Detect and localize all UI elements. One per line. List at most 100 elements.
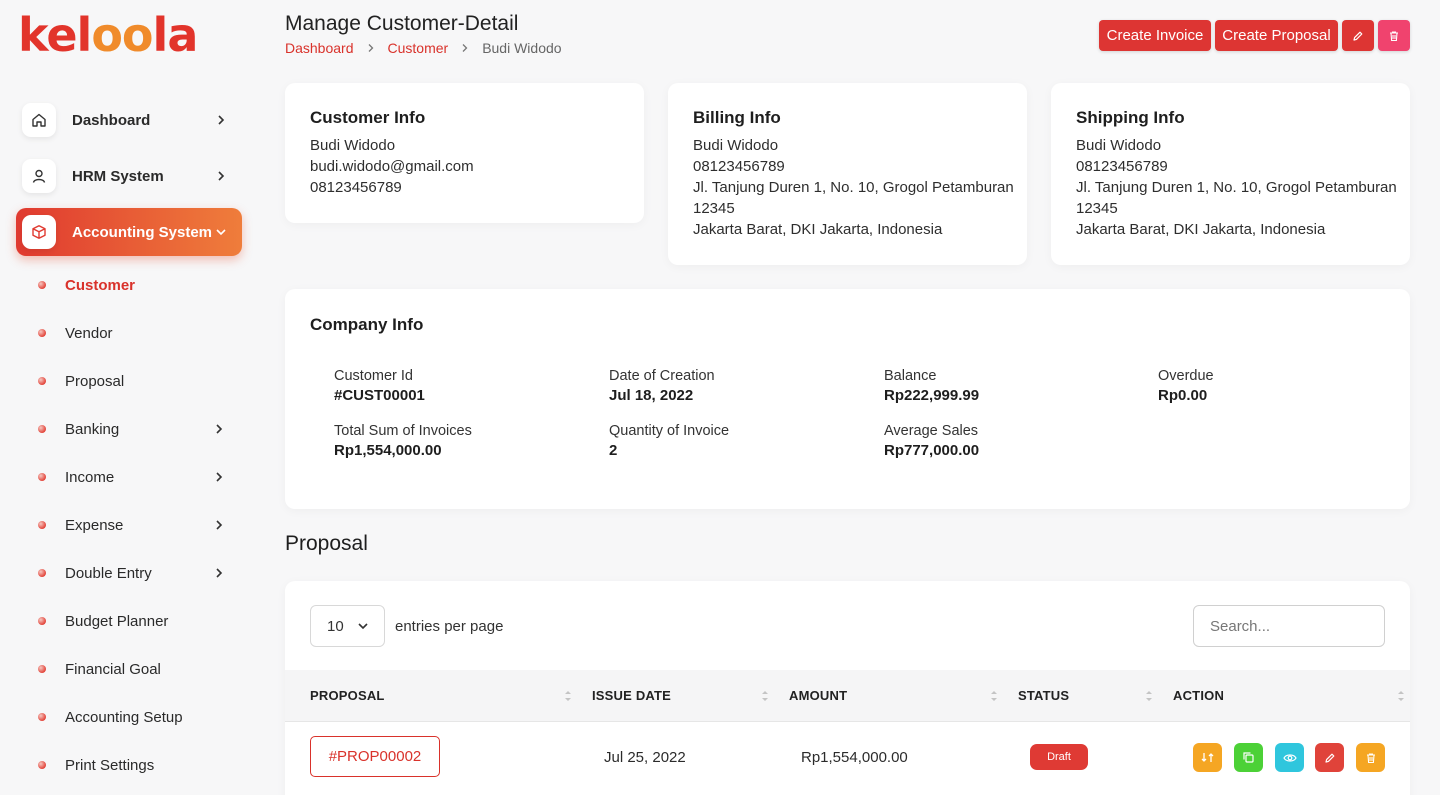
bullet-icon [38, 713, 46, 721]
logo-text-part-1: kel [18, 8, 92, 62]
shipping-phone: 08123456789 [1076, 158, 1168, 175]
sort-icon[interactable] [564, 689, 572, 703]
column-header-amount[interactable]: AMOUNT [789, 688, 848, 703]
swap-icon [1201, 753, 1214, 762]
sidebar-subitem-label: Banking [65, 420, 120, 438]
sidebar-subitem-budget-planner[interactable]: Budget Planner [38, 609, 238, 633]
kelola-logo[interactable]: keloola [18, 8, 198, 62]
column-header-proposal[interactable]: PROPOSAL [310, 688, 385, 703]
sidebar-subitem-expense[interactable]: Expense [38, 513, 238, 537]
sort-icon[interactable] [761, 689, 769, 703]
sidebar-subitem-financial-goal[interactable]: Financial Goal [38, 657, 238, 681]
table-header [285, 670, 1410, 722]
sidebar-subitem-customer[interactable]: Customer [38, 273, 238, 297]
view-proposal-button[interactable] [1275, 743, 1304, 772]
stat-label: Average Sales [884, 423, 979, 439]
convert-proposal-button[interactable] [1193, 743, 1222, 772]
sidebar-subitem-vendor[interactable]: Vendor [38, 321, 238, 345]
bullet-icon [38, 521, 46, 529]
edit-proposal-button[interactable] [1315, 743, 1344, 772]
stat-value: #CUST00001 [334, 387, 425, 404]
column-header-issue-date[interactable]: ISSUE DATE [592, 688, 672, 703]
chevron-right-icon [218, 171, 225, 181]
pencil-icon [1353, 31, 1363, 41]
card-title: Billing Info [693, 108, 781, 127]
breadcrumb-dashboard[interactable]: Dashboard [285, 40, 354, 56]
bullet-icon [38, 761, 46, 769]
stat-value: Rp222,999.99 [884, 387, 980, 404]
billing-phone: 08123456789 [693, 158, 785, 175]
stat-value: Rp1,554,000.00 [334, 442, 442, 459]
sidebar-subitem-label: Customer [65, 276, 136, 294]
sidebar-subitem-proposal[interactable]: Proposal [38, 369, 238, 393]
bullet-icon [38, 425, 46, 433]
stat-date-of-creation: Date of Creation Jul 18, 2022 [609, 367, 715, 406]
bullet-icon [38, 569, 46, 577]
stat-value: Jul 18, 2022 [609, 387, 694, 404]
sidebar-item-label: Accounting System [72, 223, 213, 241]
status-badge: Draft [1030, 744, 1088, 770]
sidebar-item-accounting-system[interactable]: Accounting System [16, 208, 242, 256]
stat-value: Rp0.00 [1158, 387, 1208, 404]
stat-label: Total Sum of Invoices [334, 423, 472, 439]
stat-average-sales: Average Sales Rp777,000.00 [884, 422, 979, 461]
column-header-action[interactable]: ACTION [1173, 688, 1225, 703]
bullet-icon [38, 281, 46, 289]
customer-phone: 08123456789 [310, 179, 402, 196]
sort-icon[interactable] [1397, 689, 1405, 703]
breadcrumb-current: Budi Widodo [482, 40, 562, 56]
chevron-right-icon [216, 472, 223, 482]
box-icon [22, 215, 56, 249]
card-title: Company Info [310, 315, 424, 334]
search-input[interactable] [1193, 605, 1385, 647]
sidebar-subitem-accounting-setup[interactable]: Accounting Setup [38, 705, 238, 729]
company-info-card: Company Info Customer Id #CUST00001 Date… [285, 289, 1410, 509]
stat-overdue: Overdue Rp0.00 [1158, 367, 1214, 406]
chevron-right-icon [218, 115, 225, 125]
sidebar-subitem-print-settings[interactable]: Print Settings [38, 753, 238, 777]
sidebar-item-dashboard[interactable]: Dashboard [16, 96, 242, 144]
edit-customer-button[interactable] [1342, 20, 1374, 51]
sidebar-subitem-income[interactable]: Income [38, 465, 238, 489]
delete-proposal-button[interactable] [1356, 743, 1385, 772]
sidebar-item-label: HRM System [72, 167, 164, 185]
stat-value: Rp777,000.00 [884, 442, 980, 459]
entries-select-value: 10 [327, 617, 344, 635]
sidebar-subitem-label: Proposal [65, 372, 125, 390]
sidebar: keloola Dashboard HRM System Accounting … [0, 0, 258, 795]
logo-text-part-2: oo [91, 8, 153, 62]
create-proposal-button[interactable]: Create Proposal [1215, 20, 1338, 51]
create-invoice-button[interactable]: Create Invoice [1099, 20, 1211, 51]
sort-icon[interactable] [990, 689, 998, 703]
billing-info-card: Billing Info Budi Widodo 08123456789 Jl.… [668, 83, 1027, 265]
column-header-status[interactable]: STATUS [1018, 688, 1070, 703]
stat-label: Customer Id [334, 368, 413, 384]
duplicate-proposal-button[interactable] [1234, 743, 1263, 772]
card-title: Shipping Info [1076, 108, 1185, 127]
issue-date-cell: Jul 25, 2022 [604, 749, 686, 766]
proposal-id-link[interactable]: #PROP00002 [310, 736, 440, 777]
sidebar-subitem-banking[interactable]: Banking [38, 417, 238, 441]
delete-customer-button[interactable] [1378, 20, 1410, 51]
entries-per-page-select[interactable]: 10 [310, 605, 385, 647]
section-title-proposal: Proposal [285, 532, 368, 555]
sidebar-subitem-double-entry[interactable]: Double Entry [38, 561, 238, 585]
shipping-name: Budi Widodo [1076, 137, 1162, 154]
stat-total-sum-of-invoices: Total Sum of Invoices Rp1,554,000.00 [334, 422, 472, 461]
amount-cell: Rp1,554,000.00 [801, 749, 908, 766]
sidebar-item-hrm-system[interactable]: HRM System [16, 152, 242, 200]
entries-per-page-label: entries per page [395, 618, 504, 635]
stat-balance: Balance Rp222,999.99 [884, 367, 979, 406]
sidebar-subitem-label: Accounting Setup [65, 708, 183, 726]
stat-customer-id: Customer Id #CUST00001 [334, 367, 425, 406]
customer-info-card: Customer Info Budi Widodo budi.widodo@gm… [285, 83, 644, 223]
user-icon [22, 159, 56, 193]
sidebar-item-label: Dashboard [72, 111, 151, 129]
bullet-icon [38, 473, 46, 481]
billing-postal-code: 12345 [693, 200, 735, 217]
shipping-postal-code: 12345 [1076, 200, 1118, 217]
chevron-right-icon [368, 44, 373, 52]
sort-icon[interactable] [1145, 689, 1153, 703]
stat-label: Overdue [1158, 368, 1214, 384]
breadcrumb-customer[interactable]: Customer [387, 40, 449, 56]
